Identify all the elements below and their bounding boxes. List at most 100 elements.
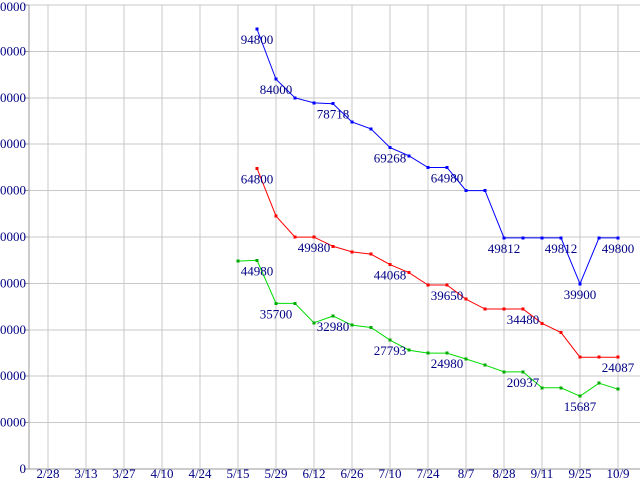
data-point-value-label: 78718 [317,107,350,122]
data-point-value-label: 39900 [564,287,597,302]
data-point-value-label: 39650 [431,288,464,303]
y-tick-label: 30000 [0,322,26,337]
x-tick-label: 10/9 [606,466,629,480]
x-tick-label: 9/25 [568,466,591,480]
green-series-data-point [559,386,563,390]
green-series-data-point [293,301,297,305]
red-series-data-point [597,355,601,359]
y-tick-label: 0 [20,461,27,476]
blue-series-data-point [502,236,506,240]
red-series-data-point [540,321,544,325]
red-series-data-point [255,166,259,170]
data-point-value-label: 27793 [374,343,407,358]
data-point-value-label: 49800 [602,241,635,256]
data-point-value-label: 35700 [260,306,293,321]
green-series-data-point [255,258,259,262]
y-tick-label: 80000 [0,90,26,105]
red-series-data-point [616,355,620,359]
data-point-value-label: 32980 [317,319,350,334]
data-point-value-label: 49980 [298,240,331,255]
x-tick-label: 5/29 [264,466,287,480]
green-series-data-point [369,325,373,329]
data-point-value-label: 49812 [488,241,521,256]
blue-series-data-point [255,27,259,31]
green-series-data-point [483,363,487,367]
red-series-data-point [502,307,506,311]
blue-series-data-point [407,154,411,158]
x-tick-label: 8/28 [492,466,515,480]
green-series-data-point [274,301,278,305]
green-series-data-point [597,381,601,385]
red-series-data-point [369,252,373,256]
data-point-value-label: 24980 [431,356,464,371]
data-point-value-label: 49812 [545,241,578,256]
blue-series-data-point [331,102,335,106]
green-series-data-point [388,338,392,342]
y-tick-label: 50000 [0,229,26,244]
green-series-data-point [464,357,468,361]
red-series-data-point [521,307,525,311]
green-series-data-point [426,351,430,355]
x-tick-label: 2/28 [36,466,59,480]
data-point-value-label: 44068 [374,268,407,283]
red-series-data-point [464,297,468,301]
blue-series-data-point [483,189,487,193]
x-tick-label: 8/7 [458,466,475,480]
y-tick-label: 10000 [0,415,26,430]
green-series-data-point [616,387,620,391]
data-point-value-label: 15687 [564,399,597,414]
blue-series-data-point [388,146,392,150]
blue-series-data-point [445,165,449,169]
green-series-data-point [445,351,449,355]
x-tick-label: 6/12 [302,466,325,480]
red-series-data-point [312,235,316,239]
green-series-data-point [502,370,506,374]
green-series-data-point [236,259,240,263]
x-tick-label: 4/10 [150,466,173,480]
y-tick-label: 40000 [0,275,26,290]
y-tick-label: 90000 [0,43,26,58]
green-series-data-point [331,314,335,318]
blue-series-data-point [597,236,601,240]
blue-series-data-point [616,236,620,240]
data-point-value-label: 44980 [241,263,274,278]
x-tick-label: 9/11 [531,466,554,480]
red-series-data-point [559,331,563,335]
green-series-data-point [540,386,544,390]
data-point-value-label: 94800 [241,32,274,47]
y-tick-label: 100000 [0,0,26,14]
x-tick-label: 3/13 [74,466,97,480]
blue-series-data-point [521,236,525,240]
x-tick-label: 7/10 [378,466,401,480]
blue-series-data-point [426,165,430,169]
red-series-data-point [578,355,582,359]
blue-series-data-point [578,282,582,286]
data-point-value-label: 69268 [374,151,407,166]
blue-series-data-point [369,127,373,131]
data-point-value-label: 64980 [431,170,464,185]
red-series-data-point [407,271,411,275]
x-tick-label: 4/24 [188,466,212,480]
blue-series-line [256,28,618,286]
blue-series-data-point [293,96,297,100]
red-series-data-point [274,214,278,218]
x-tick-label: 7/24 [416,466,440,480]
green-series-data-point [521,370,525,374]
red-series-data-point [426,283,430,287]
y-tick-label: 70000 [0,136,26,151]
red-series-data-point [293,235,297,239]
x-tick-label: 5/15 [226,466,249,480]
blue-series-data-point [274,77,278,81]
red-series-line [256,168,618,358]
red-series-data-point [445,283,449,287]
y-tick-label: 60000 [0,183,26,198]
data-point-value-label: 84000 [260,82,293,97]
x-tick-label: 6/26 [340,466,364,480]
blue-series-data-point [350,120,354,124]
blue-series-data-point [312,101,316,105]
data-point-value-label: 64800 [241,171,274,186]
blue-series-data-point [464,189,468,193]
y-tick-label: 20000 [0,368,26,383]
red-series-data-point [331,244,335,248]
